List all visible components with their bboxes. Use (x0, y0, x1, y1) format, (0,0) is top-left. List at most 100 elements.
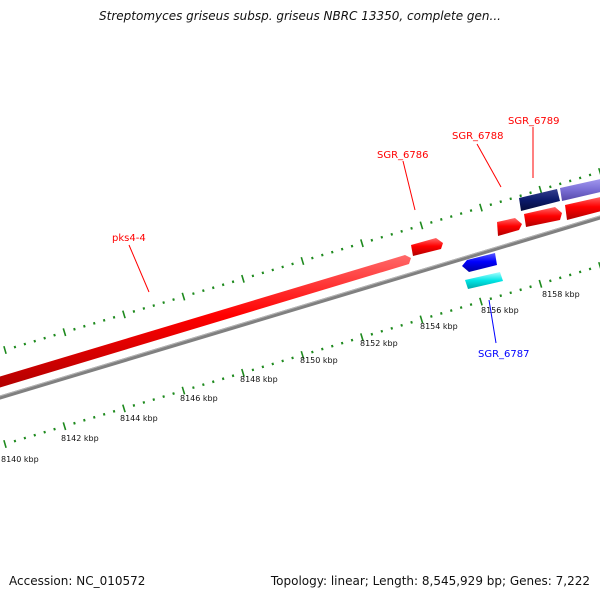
forward-ruler-major-tick (479, 203, 483, 212)
forward-ruler-minor-tick (23, 342, 27, 346)
gene-label-SGR_6786[interactable]: SGR_6786 (377, 150, 429, 161)
feature-cyan-box[interactable] (465, 272, 503, 289)
gene-arrow-SGR_6788[interactable] (497, 218, 522, 236)
forward-ruler-minor-tick (340, 247, 344, 251)
reverse-ruler-major-tick (538, 279, 543, 288)
forward-ruler-major-tick (419, 221, 424, 230)
forward-ruler-minor-tick (231, 280, 235, 284)
forward-ruler-minor-tick (380, 235, 384, 239)
reverse-ruler-minor-tick (261, 365, 265, 369)
reverse-ruler-minor-tick (509, 291, 512, 295)
forward-ruler-minor-tick (221, 283, 225, 287)
reverse-ruler-minor-tick (92, 415, 96, 419)
forward-ruler-minor-tick (53, 333, 56, 337)
reverse-ruler-minor-tick (132, 404, 136, 407)
reverse-ruler-minor-tick (112, 409, 116, 413)
gene-arrow-pks4-4[interactable] (0, 255, 411, 389)
gene-arrow-SGR_6787[interactable] (462, 253, 497, 272)
tick-label: 8154 kbp (420, 322, 458, 331)
reverse-ruler-major-tick (419, 315, 424, 324)
reverse-ruler-minor-tick (152, 398, 156, 401)
reverse-ruler-minor-tick (271, 362, 275, 366)
gene-arrow-SGR_6786[interactable] (411, 238, 443, 256)
forward-ruler-minor-tick (142, 307, 146, 310)
reverse-ruler-major-tick (360, 333, 364, 342)
reverse-ruler-minor-tick (53, 427, 56, 431)
reverse-ruler-minor-tick (489, 297, 493, 301)
leader-line-SGR_6787 (488, 299, 497, 344)
gene-arrow-SGR_6789b[interactable] (565, 196, 600, 220)
reverse-ruler-minor-tick (330, 344, 334, 348)
reverse-ruler-major-tick (181, 386, 186, 395)
reverse-ruler-minor-tick (430, 315, 433, 318)
reverse-ruler-minor-tick (469, 303, 473, 306)
tick-label: 8146 kbp (180, 394, 218, 403)
reverse-ruler-minor-tick (519, 288, 522, 292)
forward-ruler-minor-tick (519, 194, 522, 198)
feature-navy-box[interactable] (519, 189, 560, 211)
forward-ruler-minor-tick (311, 256, 314, 260)
reverse-ruler-minor-tick (251, 368, 255, 372)
reverse-ruler-minor-tick (400, 323, 403, 327)
tick-label: 8150 kbp (300, 356, 338, 365)
forward-ruler-minor-tick (509, 197, 512, 201)
reverse-ruler-major-tick (241, 368, 245, 377)
forward-ruler-minor-tick (162, 301, 165, 304)
forward-ruler-minor-tick (261, 271, 265, 275)
leader-line-SGR_6788 (476, 143, 502, 188)
forward-ruler-minor-tick (112, 315, 116, 319)
forward-ruler-minor-tick (390, 232, 394, 236)
forward-ruler-major-tick (62, 328, 67, 337)
forward-ruler-minor-tick (469, 209, 473, 212)
reverse-ruler-minor-tick (449, 309, 453, 312)
tick-label: 8140 kbp (1, 455, 39, 464)
forward-ruler-minor-tick (281, 265, 284, 269)
forward-ruler-minor-tick (440, 218, 443, 221)
feature-violet-box[interactable] (560, 178, 600, 201)
forward-ruler-major-tick (181, 292, 186, 301)
forward-ruler-minor-tick (251, 274, 255, 278)
forward-ruler-minor-tick (73, 327, 76, 331)
forward-ruler-minor-tick (291, 262, 294, 266)
reverse-ruler-minor-tick (410, 320, 413, 324)
reverse-ruler-minor-tick (202, 383, 205, 387)
gene-label-SGR_6789[interactable]: SGR_6789 (508, 116, 560, 127)
forward-ruler-minor-tick (102, 318, 106, 322)
tick-label: 8142 kbp (61, 434, 99, 443)
reverse-ruler-minor-tick (578, 270, 582, 274)
reverse-ruler-minor-tick (558, 276, 562, 280)
forward-ruler-minor-tick (132, 310, 136, 313)
reverse-ruler-minor-tick (459, 306, 463, 309)
reverse-ruler-minor-tick (33, 433, 37, 437)
forward-ruler-major-tick (3, 345, 7, 355)
forward-ruler-minor-tick (33, 339, 37, 343)
forward-ruler-major-tick (300, 256, 305, 266)
forward-ruler-minor-tick (400, 229, 403, 233)
forward-ruler-minor-tick (489, 203, 493, 207)
reverse-ruler-minor-tick (102, 412, 106, 416)
reverse-ruler-minor-tick (350, 338, 354, 342)
forward-ruler-minor-tick (499, 200, 503, 204)
forward-ruler-minor-tick (43, 336, 46, 340)
reverse-ruler-minor-tick (370, 332, 374, 336)
gene-label-SGR_6787[interactable]: SGR_6787 (478, 349, 530, 360)
reverse-ruler-minor-tick (142, 401, 146, 404)
reverse-ruler-major-tick (479, 297, 483, 306)
forward-ruler-minor-tick (578, 176, 582, 180)
reverse-ruler-minor-tick (162, 395, 165, 398)
accession-label: Accession: NC_010572 (9, 574, 146, 588)
forward-ruler-minor-tick (350, 244, 354, 248)
gene-label-SGR_6788[interactable]: SGR_6788 (452, 131, 504, 142)
reverse-ruler-minor-tick (499, 294, 503, 298)
forward-ruler-minor-tick (13, 345, 17, 349)
gene-arrow-SGR_6789[interactable] (524, 207, 562, 227)
reverse-ruler-minor-tick (340, 341, 344, 345)
gene-label-pks4-4[interactable]: pks4-4 (112, 233, 146, 244)
reverse-ruler-minor-tick (83, 418, 86, 422)
leader-line-pks4-4 (128, 244, 150, 293)
forward-ruler-minor-tick (430, 221, 433, 224)
forward-ruler-minor-tick (172, 298, 175, 301)
forward-ruler-minor-tick (529, 191, 532, 195)
reverse-ruler-minor-tick (390, 326, 394, 330)
